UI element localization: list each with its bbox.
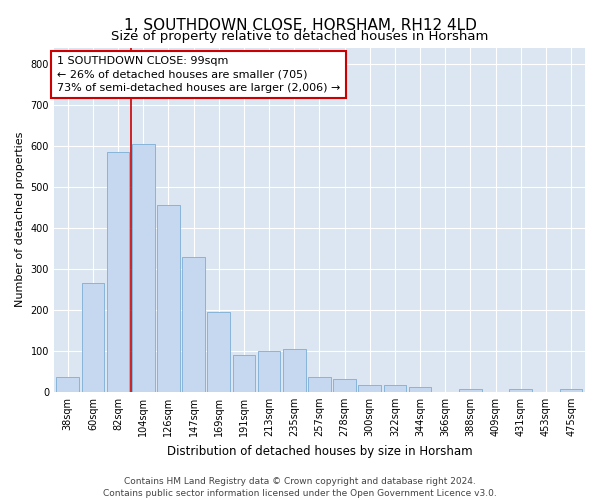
Bar — [283, 349, 305, 392]
Bar — [409, 387, 431, 392]
Bar — [82, 283, 104, 392]
Bar — [157, 206, 180, 392]
Text: Size of property relative to detached houses in Horsham: Size of property relative to detached ho… — [112, 30, 488, 43]
Bar — [334, 378, 356, 392]
Bar — [233, 355, 255, 392]
Bar — [560, 389, 583, 392]
Bar — [182, 256, 205, 392]
Bar — [107, 152, 130, 392]
Bar — [208, 312, 230, 392]
Bar — [258, 351, 280, 392]
X-axis label: Distribution of detached houses by size in Horsham: Distribution of detached houses by size … — [167, 444, 472, 458]
Text: 1, SOUTHDOWN CLOSE, HORSHAM, RH12 4LD: 1, SOUTHDOWN CLOSE, HORSHAM, RH12 4LD — [124, 18, 476, 32]
Bar — [358, 385, 381, 392]
Bar — [383, 385, 406, 392]
Text: 1 SOUTHDOWN CLOSE: 99sqm
← 26% of detached houses are smaller (705)
73% of semi-: 1 SOUTHDOWN CLOSE: 99sqm ← 26% of detach… — [56, 56, 340, 92]
Bar — [509, 388, 532, 392]
Bar — [56, 378, 79, 392]
Text: Contains HM Land Registry data © Crown copyright and database right 2024.
Contai: Contains HM Land Registry data © Crown c… — [103, 476, 497, 498]
Bar — [308, 378, 331, 392]
Y-axis label: Number of detached properties: Number of detached properties — [15, 132, 25, 308]
Bar — [132, 144, 155, 392]
Bar — [459, 390, 482, 392]
